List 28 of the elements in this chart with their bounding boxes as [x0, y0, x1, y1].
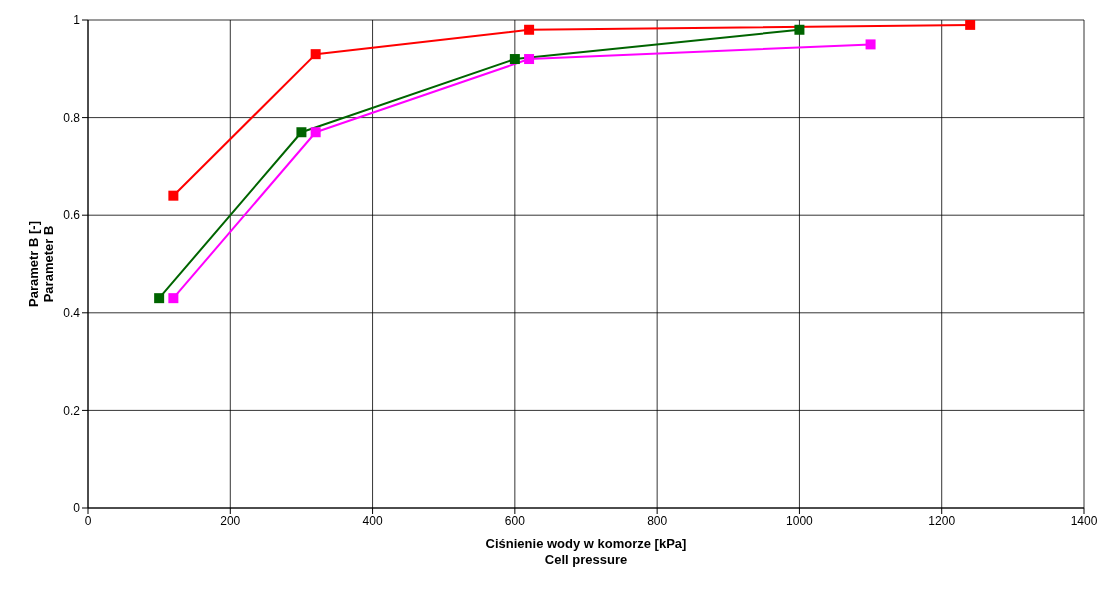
- x-tick-label: 1000: [786, 513, 814, 528]
- point: [794, 24, 805, 35]
- x-tick-label: 800: [647, 513, 668, 528]
- y-tick-label: 0: [73, 501, 81, 516]
- point: [168, 190, 179, 201]
- point: [524, 54, 535, 65]
- y-axis-title: Parametr B [-] Parameter B: [26, 221, 56, 307]
- x-tick-label: 400: [362, 513, 383, 528]
- point: [865, 39, 876, 50]
- y-tick-label: 0.8: [63, 110, 81, 125]
- point: [168, 293, 179, 304]
- y-tick-label: 0.6: [63, 208, 81, 223]
- point: [154, 293, 165, 304]
- point: [509, 54, 520, 65]
- x-tick-label: 600: [504, 513, 526, 528]
- y-tick-label: 0.2: [63, 403, 81, 418]
- point: [310, 49, 321, 60]
- point: [296, 127, 307, 138]
- x-axis-title: Ciśnienie wody w komorze [kPa] Cell pressure: [485, 536, 687, 567]
- y-tick-label: 1: [73, 13, 81, 28]
- y-tick-label: 0.4: [63, 306, 81, 321]
- point: [965, 20, 976, 30]
- x-tick-label: 0: [84, 513, 92, 528]
- point: [524, 24, 535, 35]
- x-tick-label: 1200: [928, 513, 956, 528]
- point: [310, 127, 321, 138]
- x-tick-label: 200: [220, 513, 241, 528]
- x-tick-label: 1400: [1070, 513, 1098, 528]
